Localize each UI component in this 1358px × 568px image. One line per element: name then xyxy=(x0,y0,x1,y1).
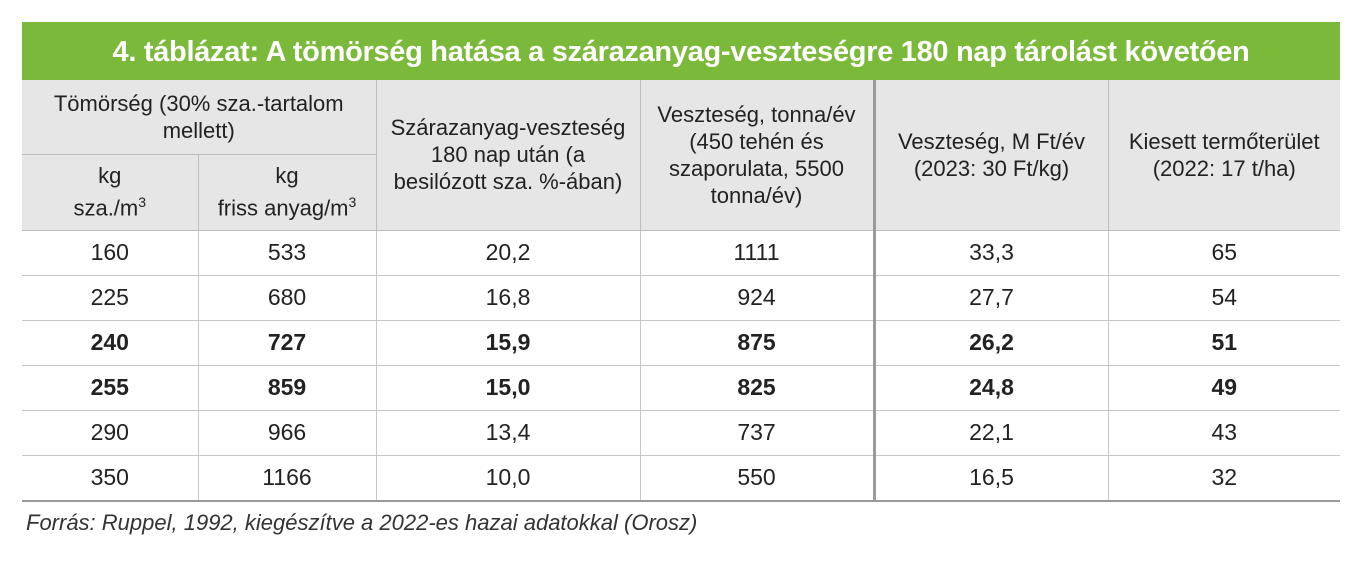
table-cell: 10,0 xyxy=(376,455,641,502)
table-cell: 43 xyxy=(1108,410,1340,456)
table-cell: 1111 xyxy=(640,230,876,276)
table-cell: 13,4 xyxy=(376,410,641,456)
table-container: 4. táblázat: A tömörség hatása a száraza… xyxy=(22,22,1340,536)
table-cell: 22,1 xyxy=(874,410,1109,456)
table-cell: 533 xyxy=(198,230,377,276)
table-row: 350 1166 10,0 550 16,5 32 xyxy=(22,455,1340,502)
table-cell: 160 xyxy=(22,230,199,276)
table-cell: 875 xyxy=(640,320,876,366)
table-cell: 20,2 xyxy=(376,230,641,276)
table-cell: 290 xyxy=(22,410,199,456)
table-row: 225 680 16,8 924 27,7 54 xyxy=(22,275,1340,321)
table-cell: 32 xyxy=(1108,455,1340,502)
source-note: Forrás: Ruppel, 1992, kiegészítve a 2022… xyxy=(26,509,698,535)
table-cell: 550 xyxy=(640,455,876,502)
table-cell: 1166 xyxy=(198,455,377,502)
table-cell: 24,8 xyxy=(874,365,1109,411)
header-loss-mft: Veszteség, M Ft/év (2023: 30 Ft/kg) xyxy=(874,80,1109,231)
table-cell: 680 xyxy=(198,275,377,321)
table-cell: 49 xyxy=(1108,365,1340,411)
table-row: 255 859 15,0 825 24,8 49 xyxy=(22,365,1340,411)
table-cell: 966 xyxy=(198,410,377,456)
table-cell: 825 xyxy=(640,365,876,411)
table-row: 290 966 13,4 737 22,1 43 xyxy=(22,410,1340,456)
header-kg-fresh: kg friss anyag/m3 xyxy=(198,154,377,231)
table-cell: 54 xyxy=(1108,275,1340,321)
header-density-group: Tömörség (30% sza.-tartalom mellett) xyxy=(22,80,377,155)
table-body: 160 533 20,2 1111 33,3 65 225 680 16,8 924 27,7 54 2… xyxy=(22,230,1340,502)
table-cell: 51 xyxy=(1108,320,1340,366)
header-kg-dm: kg sza./m3 xyxy=(22,154,199,231)
table-row: 240 727 15,9 875 26,2 51 xyxy=(22,320,1340,366)
table-row: 160 533 20,2 1111 33,3 65 xyxy=(22,230,1340,276)
table-cell: 859 xyxy=(198,365,377,411)
data-table: Tömörség (30% sza.-tartalom mellett) Szá… xyxy=(22,80,1340,502)
table-cell: 15,9 xyxy=(376,320,641,366)
table-cell: 350 xyxy=(22,455,199,502)
table-cell: 240 xyxy=(22,320,199,366)
table-cell: 737 xyxy=(640,410,876,456)
table-cell: 225 xyxy=(22,275,199,321)
table-cell: 27,7 xyxy=(874,275,1109,321)
header-lost-area: Kiesett termőterület (2022: 17 t/ha) xyxy=(1108,80,1340,231)
table-cell: 15,0 xyxy=(376,365,641,411)
table-cell: 727 xyxy=(198,320,377,366)
table-cell: 26,2 xyxy=(874,320,1109,366)
table-cell: 33,3 xyxy=(874,230,1109,276)
table-cell: 255 xyxy=(22,365,199,411)
header-loss-tonnes: Veszteség, tonna/év (450 tehén és szapor… xyxy=(640,80,876,231)
table-cell: 924 xyxy=(640,275,876,321)
header-dm-loss: Szárazanyag-veszteség 180 nap után (a be… xyxy=(376,80,641,231)
table-title: 4. táblázat: A tömörség hatása a száraza… xyxy=(22,22,1340,80)
table-cell: 16,5 xyxy=(874,455,1109,502)
table-cell: 16,8 xyxy=(376,275,641,321)
table-cell: 65 xyxy=(1108,230,1340,276)
